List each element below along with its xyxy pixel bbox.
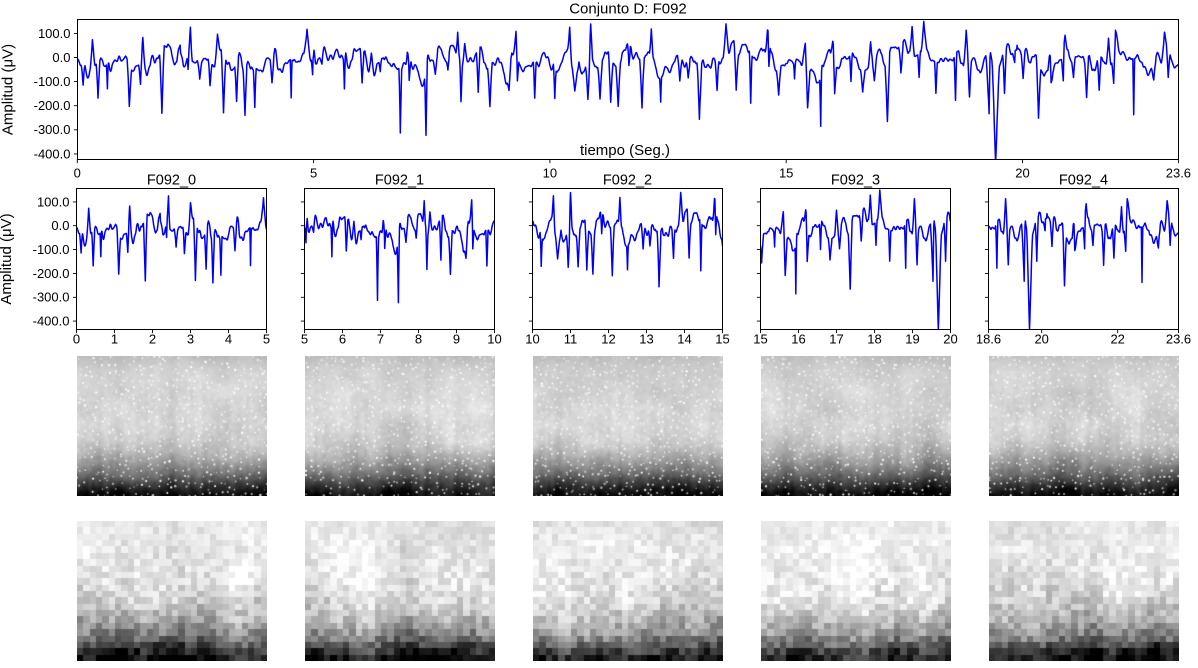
svg-text:12: 12 — [601, 332, 615, 347]
svg-text:-200.0: -200.0 — [33, 266, 70, 281]
svg-text:20: 20 — [1015, 166, 1029, 181]
svg-text:F092_1: F092_1 — [375, 173, 424, 189]
svg-text:F092_4: F092_4 — [1059, 173, 1108, 189]
svg-text:11: 11 — [564, 332, 578, 347]
svg-text:-400.0: -400.0 — [33, 314, 70, 329]
svg-text:0: 0 — [74, 166, 81, 181]
svg-text:1: 1 — [111, 332, 118, 347]
svg-text:-200.0: -200.0 — [34, 98, 71, 113]
svg-text:6: 6 — [339, 332, 346, 347]
svg-text:18.6: 18.6 — [976, 332, 1001, 347]
svg-text:0: 0 — [73, 332, 80, 347]
svg-text:F092_0: F092_0 — [147, 173, 196, 189]
svg-text:7: 7 — [377, 332, 384, 347]
svg-text:0.0: 0.0 — [52, 50, 70, 65]
svg-text:9: 9 — [453, 332, 460, 347]
svg-text:-300.0: -300.0 — [34, 122, 71, 137]
svg-text:tiempo (Seg.): tiempo (Seg.) — [580, 142, 670, 159]
svg-text:-400.0: -400.0 — [34, 146, 71, 161]
svg-text:15: 15 — [779, 166, 793, 181]
svg-text:19: 19 — [905, 332, 919, 347]
svg-text:2: 2 — [149, 332, 156, 347]
svg-text:23.6: 23.6 — [1166, 166, 1191, 181]
svg-text:23.6: 23.6 — [1166, 332, 1191, 347]
svg-text:10: 10 — [543, 166, 557, 181]
svg-text:5: 5 — [301, 332, 308, 347]
svg-text:16: 16 — [791, 332, 805, 347]
svg-text:17: 17 — [829, 332, 843, 347]
svg-text:15: 15 — [753, 332, 767, 347]
svg-text:3: 3 — [187, 332, 194, 347]
svg-text:13: 13 — [639, 332, 653, 347]
svg-text:22: 22 — [1110, 332, 1124, 347]
svg-text:100.0: 100.0 — [38, 26, 71, 41]
svg-text:0.0: 0.0 — [51, 218, 69, 233]
svg-text:Amplitud (μV): Amplitud (μV) — [0, 213, 15, 304]
svg-text:15: 15 — [715, 332, 729, 347]
svg-text:-300.0: -300.0 — [33, 290, 70, 305]
svg-text:4: 4 — [225, 332, 232, 347]
svg-text:-100.0: -100.0 — [34, 74, 71, 89]
svg-text:-100.0: -100.0 — [33, 242, 70, 257]
svg-text:Conjunto D: F092: Conjunto D: F092 — [569, 1, 687, 18]
svg-text:18: 18 — [867, 332, 881, 347]
svg-text:Amplitud (μV): Amplitud (μV) — [0, 44, 17, 135]
svg-text:20: 20 — [943, 332, 957, 347]
svg-text:100.0: 100.0 — [37, 194, 70, 209]
svg-text:20: 20 — [1034, 332, 1048, 347]
svg-text:5: 5 — [310, 166, 317, 181]
svg-text:5: 5 — [263, 332, 270, 347]
svg-text:F092_3: F092_3 — [831, 173, 880, 189]
svg-text:10: 10 — [487, 332, 501, 347]
svg-text:10: 10 — [525, 332, 539, 347]
svg-text:8: 8 — [415, 332, 422, 347]
svg-text:F092_2: F092_2 — [603, 173, 652, 189]
svg-text:14: 14 — [677, 332, 691, 347]
